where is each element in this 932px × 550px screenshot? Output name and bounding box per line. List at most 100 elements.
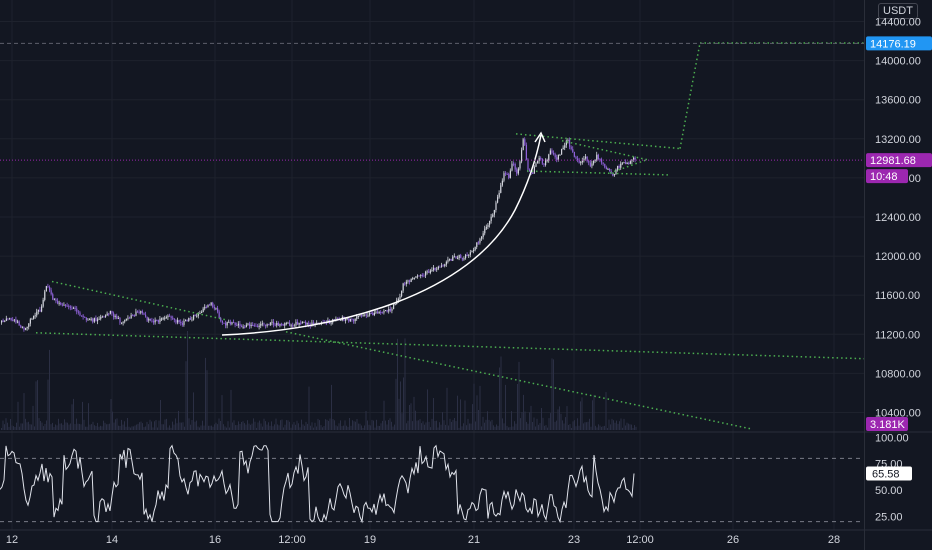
volume-bar <box>250 424 251 430</box>
volume-bar <box>403 377 404 430</box>
volume-bar <box>251 423 253 430</box>
volume-bar <box>173 424 175 430</box>
candle-body <box>145 314 147 317</box>
volume-bar <box>233 420 235 430</box>
volume-bar <box>458 427 460 430</box>
volume-bar <box>544 425 545 430</box>
volume-bar <box>439 422 440 430</box>
candle-body <box>495 202 497 210</box>
time-tick-label: 19 <box>364 534 376 546</box>
volume-bar <box>602 426 604 430</box>
volume-bar <box>631 424 632 430</box>
volume-bar <box>289 421 290 430</box>
volume-bar <box>35 381 37 430</box>
price-tick-label: 12000.00 <box>875 251 921 263</box>
volume-bar <box>332 419 334 430</box>
volume-bar <box>473 383 475 430</box>
volume-bar <box>541 408 542 430</box>
candle-body <box>274 324 276 326</box>
candle-body <box>84 316 86 318</box>
volume-bar <box>149 419 151 430</box>
candle-body <box>108 313 110 315</box>
volume-bar <box>343 425 344 430</box>
trendline-drawings[interactable] <box>0 42 865 430</box>
time-tick-label: 12:00 <box>278 534 306 546</box>
volume-bar <box>232 422 233 430</box>
volume-bar <box>424 424 425 430</box>
candle-body <box>103 316 105 318</box>
countdown-badge: 10:48 <box>870 171 898 183</box>
volume-bar <box>368 424 370 430</box>
volume-bar <box>146 421 148 430</box>
volume-bar <box>529 412 530 430</box>
candle-body <box>82 315 84 317</box>
volume-bar <box>454 418 455 430</box>
volume-bar <box>590 426 592 430</box>
candle-body <box>482 233 484 237</box>
candle-body <box>193 315 195 320</box>
candle-body <box>204 306 206 309</box>
candle-body <box>349 318 351 322</box>
volume-bar <box>151 421 152 430</box>
candle-body <box>61 304 63 306</box>
candle-body <box>575 156 577 159</box>
volume-bar <box>103 420 104 430</box>
volume-bar <box>446 387 448 430</box>
candle-body <box>607 169 609 170</box>
candle-body <box>506 174 508 175</box>
candle-body <box>588 161 590 163</box>
candle-body <box>385 310 387 312</box>
volume-bar <box>167 427 169 430</box>
volume-value-badge: 3.181K <box>870 419 906 431</box>
candle-body <box>236 325 238 327</box>
volume-bar <box>451 421 452 430</box>
volume-bar <box>338 423 340 430</box>
candle-body <box>263 323 265 325</box>
volume-bar <box>38 418 40 430</box>
volume-bar <box>133 426 134 430</box>
candle-body <box>479 238 481 243</box>
candle-body <box>476 242 478 248</box>
candle-body <box>117 317 119 319</box>
candle-body <box>177 320 179 323</box>
volume-bar <box>71 404 73 430</box>
candle-body <box>354 318 356 322</box>
volume-bar <box>286 420 287 430</box>
price-tick-label: 14000.00 <box>875 56 921 68</box>
dotted-trendline <box>561 140 651 162</box>
candle-body <box>527 159 529 170</box>
candle-body <box>500 185 502 193</box>
volume-bar <box>494 426 496 430</box>
volume-bar <box>422 421 424 430</box>
volume-bar <box>137 423 139 430</box>
candle-body <box>63 304 65 306</box>
volume-bar <box>206 370 208 430</box>
volume-bar <box>14 427 16 430</box>
candle-body <box>196 315 198 317</box>
candle-body <box>71 307 73 309</box>
volume-bar <box>577 418 578 430</box>
volume-bar <box>404 338 406 430</box>
volume-bar <box>155 420 157 430</box>
volume-bar <box>172 421 173 430</box>
volume-bar <box>131 426 133 430</box>
candle-body <box>484 228 486 234</box>
candle-body <box>436 268 438 270</box>
price-tick-label: 13200.00 <box>875 134 921 146</box>
volume-bar <box>611 418 613 430</box>
candle-body <box>425 271 427 276</box>
currency-label[interactable]: USDT <box>878 3 918 19</box>
time-tick-label: 26 <box>727 534 739 546</box>
volume-bar <box>239 424 241 430</box>
candle-body <box>279 323 281 326</box>
volume-bar <box>416 420 418 430</box>
volume-bar <box>514 421 515 430</box>
candle-body <box>298 322 300 325</box>
candle-body <box>409 280 411 282</box>
volume-bar <box>608 419 610 430</box>
volume-bar <box>32 405 34 430</box>
volume-bar <box>557 409 559 430</box>
volume-bar <box>409 405 410 430</box>
candle-body <box>295 321 297 326</box>
